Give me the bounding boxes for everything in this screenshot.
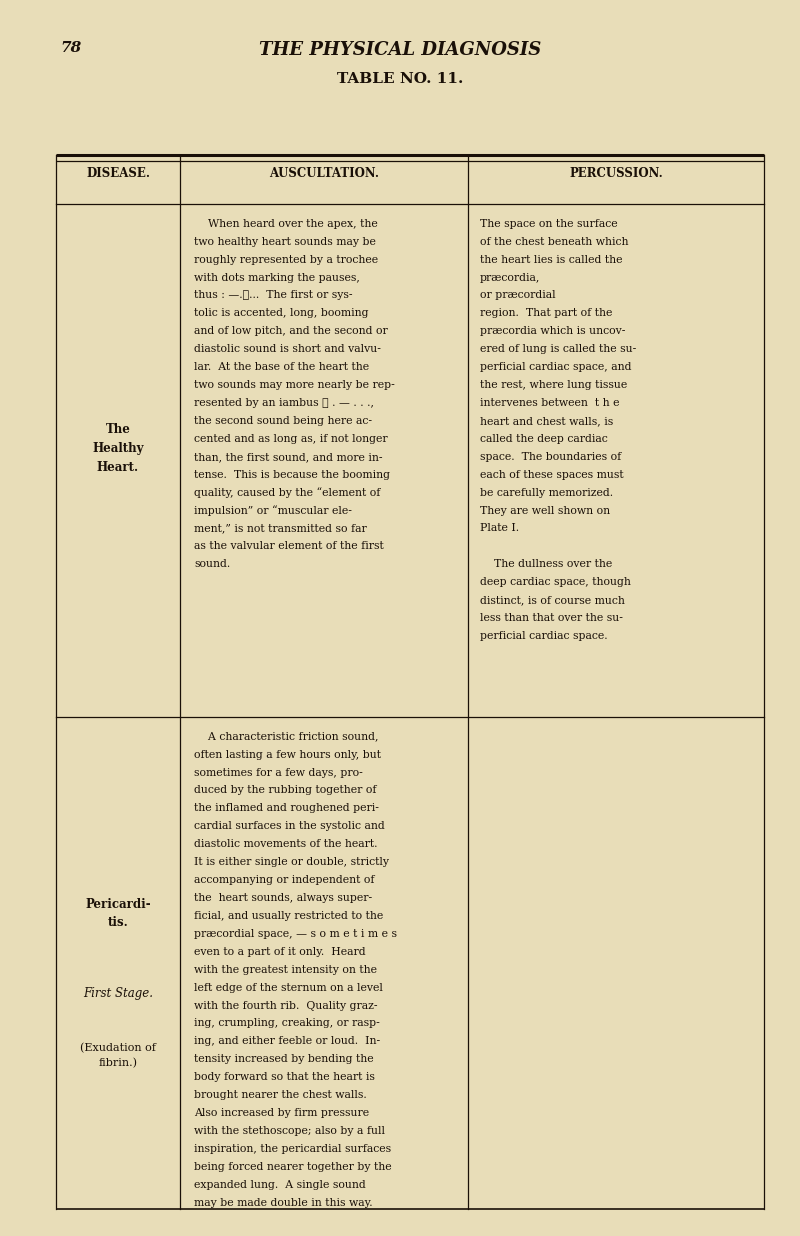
Text: It is either single or double, strictly: It is either single or double, strictly: [194, 858, 390, 868]
Text: diastolic sound is short and valvu-: diastolic sound is short and valvu-: [194, 344, 382, 355]
Text: perficial cardiac space.: perficial cardiac space.: [480, 630, 608, 641]
Text: Plate I.: Plate I.: [480, 523, 519, 534]
Text: be carefully memorized.: be carefully memorized.: [480, 487, 613, 498]
Text: deep cardiac space, though: deep cardiac space, though: [480, 577, 631, 587]
Text: and of low pitch, and the second or: and of low pitch, and the second or: [194, 326, 388, 336]
Text: præcordial space, — s o m e t i m e s: præcordial space, — s o m e t i m e s: [194, 929, 398, 939]
Text: region.  That part of the: region. That part of the: [480, 308, 612, 319]
Text: cented and as long as, if not longer: cented and as long as, if not longer: [194, 434, 388, 444]
Text: ing, and either feeble or loud.  In-: ing, and either feeble or loud. In-: [194, 1037, 381, 1047]
Text: intervenes between  t h e: intervenes between t h e: [480, 398, 619, 408]
Text: quality, caused by the “element of: quality, caused by the “element of: [194, 487, 381, 498]
Text: The dullness over the: The dullness over the: [480, 559, 612, 570]
Text: The space on the surface: The space on the surface: [480, 219, 618, 229]
Text: tolic is accented, long, booming: tolic is accented, long, booming: [194, 308, 369, 319]
Text: ered of lung is called the su-: ered of lung is called the su-: [480, 344, 636, 355]
Text: impulsion” or “muscular ele-: impulsion” or “muscular ele-: [194, 506, 352, 517]
Text: than, the first sound, and more in-: than, the first sound, and more in-: [194, 451, 383, 462]
Text: body forward so that the heart is: body forward so that the heart is: [194, 1073, 375, 1083]
Text: DISEASE.: DISEASE.: [86, 167, 150, 179]
Text: THE PHYSICAL DIAGNOSIS: THE PHYSICAL DIAGNOSIS: [259, 41, 541, 59]
Text: with dots marking the pauses,: with dots marking the pauses,: [194, 272, 360, 283]
Text: called the deep cardiac: called the deep cardiac: [480, 434, 608, 444]
Text: TABLE NO. 11.: TABLE NO. 11.: [337, 72, 463, 85]
Text: with the fourth rib.  Quality graz-: with the fourth rib. Quality graz-: [194, 1001, 378, 1011]
Text: often lasting a few hours only, but: often lasting a few hours only, but: [194, 749, 382, 760]
Text: tense.  This is because the booming: tense. This is because the booming: [194, 470, 390, 480]
Text: cardial surfaces in the systolic and: cardial surfaces in the systolic and: [194, 822, 385, 832]
Text: brought nearer the chest walls.: brought nearer the chest walls.: [194, 1090, 367, 1100]
Text: each of these spaces must: each of these spaces must: [480, 470, 624, 480]
Text: præcordia,: præcordia,: [480, 272, 540, 283]
Text: thus : —.⌢...  The first or sys-: thus : —.⌢... The first or sys-: [194, 290, 353, 300]
Text: AUSCULTATION.: AUSCULTATION.: [269, 167, 379, 179]
Text: with the stethoscope; also by a full: with the stethoscope; also by a full: [194, 1126, 386, 1136]
Text: even to a part of it only.  Heard: even to a part of it only. Heard: [194, 947, 366, 957]
Text: distinct, is of course much: distinct, is of course much: [480, 595, 625, 606]
Text: the second sound being here ac-: the second sound being here ac-: [194, 415, 372, 426]
Text: the rest, where lung tissue: the rest, where lung tissue: [480, 379, 627, 391]
Text: may be made double in this way.: may be made double in this way.: [194, 1198, 373, 1208]
Text: being forced nearer together by the: being forced nearer together by the: [194, 1162, 392, 1172]
Text: space.  The boundaries of: space. The boundaries of: [480, 451, 622, 462]
Text: as the valvular element of the first: as the valvular element of the first: [194, 541, 384, 551]
Text: inspiration, the pericardial surfaces: inspiration, the pericardial surfaces: [194, 1145, 391, 1154]
Text: the  heart sounds, always super-: the heart sounds, always super-: [194, 894, 373, 904]
Text: or præcordial: or præcordial: [480, 290, 556, 300]
Text: sometimes for a few days, pro-: sometimes for a few days, pro-: [194, 768, 363, 777]
Text: ficial, and usually restricted to the: ficial, and usually restricted to the: [194, 911, 384, 921]
Text: diastolic movements of the heart.: diastolic movements of the heart.: [194, 839, 378, 849]
Text: sound.: sound.: [194, 559, 230, 570]
Text: First Stage.: First Stage.: [83, 988, 153, 1000]
Text: left edge of the sternum on a level: left edge of the sternum on a level: [194, 983, 383, 993]
Text: expanded lung.  A single sound: expanded lung. A single sound: [194, 1180, 366, 1190]
Text: accompanying or independent of: accompanying or independent of: [194, 875, 375, 885]
Text: the inflamed and roughened peri-: the inflamed and roughened peri-: [194, 803, 379, 813]
Text: with the greatest intensity on the: with the greatest intensity on the: [194, 965, 378, 975]
Text: perficial cardiac space, and: perficial cardiac space, and: [480, 362, 631, 372]
Text: 78: 78: [60, 41, 82, 54]
Text: The
Healthy
Heart.: The Healthy Heart.: [92, 423, 144, 473]
Text: lar.  At the base of the heart the: lar. At the base of the heart the: [194, 362, 370, 372]
Text: A characteristic friction sound,: A characteristic friction sound,: [194, 732, 379, 742]
Text: When heard over the apex, the: When heard over the apex, the: [194, 219, 378, 229]
Text: (Exudation of
fibrin.): (Exudation of fibrin.): [80, 1043, 156, 1068]
Text: resented by an iambus ⌢ . — . . .,: resented by an iambus ⌢ . — . . .,: [194, 398, 374, 408]
Text: tensity increased by bending the: tensity increased by bending the: [194, 1054, 374, 1064]
Text: Also increased by firm pressure: Also increased by firm pressure: [194, 1109, 370, 1119]
Text: two healthy heart sounds may be: two healthy heart sounds may be: [194, 236, 376, 247]
Text: ment,” is not transmitted so far: ment,” is not transmitted so far: [194, 523, 367, 534]
Text: roughly represented by a trochee: roughly represented by a trochee: [194, 255, 378, 265]
Text: of the chest beneath which: of the chest beneath which: [480, 236, 629, 247]
Text: heart and chest walls, is: heart and chest walls, is: [480, 415, 614, 426]
Text: Pericardi-
tis.: Pericardi- tis.: [85, 897, 151, 929]
Text: two sounds may more nearly be rep-: two sounds may more nearly be rep-: [194, 379, 395, 391]
Text: ing, crumpling, creaking, or rasp-: ing, crumpling, creaking, or rasp-: [194, 1018, 380, 1028]
Text: duced by the rubbing together of: duced by the rubbing together of: [194, 786, 377, 796]
Text: præcordia which is uncov-: præcordia which is uncov-: [480, 326, 626, 336]
Text: less than that over the su-: less than that over the su-: [480, 613, 623, 623]
Text: They are well shown on: They are well shown on: [480, 506, 610, 515]
Text: the heart lies is called the: the heart lies is called the: [480, 255, 622, 265]
Text: PERCUSSION.: PERCUSSION.: [569, 167, 663, 179]
